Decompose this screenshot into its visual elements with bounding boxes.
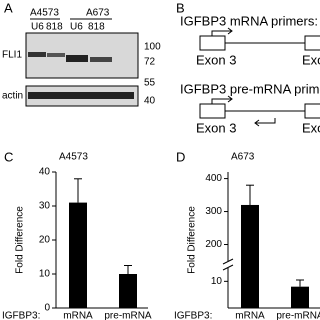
y-tick-label: 30 — [39, 201, 51, 212]
y-tick-label: 300 — [205, 206, 222, 217]
axis-break — [222, 258, 234, 271]
band — [66, 55, 88, 62]
y-axis-label: Fold Difference — [15, 206, 26, 274]
diagram-title: IGFBP3 pre-mRNA primers — [180, 81, 320, 96]
band — [28, 92, 134, 99]
x-prefix: IGFBP3: — [174, 311, 212, 320]
row-label: actin — [2, 91, 23, 102]
panel-label: C — [4, 149, 13, 164]
panel-label: D — [176, 149, 185, 164]
primer-arrow — [254, 118, 276, 127]
marker: 55 — [144, 78, 156, 89]
diagram-title: IGFBP3 mRNA primers: — [180, 13, 318, 28]
x-tick-label: mRNA — [235, 311, 265, 320]
cell-line: A673 — [86, 8, 110, 19]
y-tick-label: 0 — [44, 303, 50, 314]
bar — [119, 274, 137, 308]
exon — [304, 35, 320, 51]
bar — [291, 286, 309, 308]
x-tick-label: pre-mRNA — [104, 311, 152, 320]
exon-label: Exon 3 — [196, 120, 236, 135]
marker: 40 — [144, 96, 156, 107]
exon-label: Exon 3 — [196, 52, 236, 67]
lane-label: U6 — [70, 22, 83, 33]
band — [47, 53, 65, 57]
exon-label: Exo — [302, 120, 320, 135]
exon — [199, 103, 226, 119]
cell-line: A4573 — [30, 8, 59, 19]
x-tick-label: mRNA — [63, 311, 93, 320]
lane-label: 818 — [88, 22, 105, 33]
y-tick-label: 10 — [211, 276, 223, 287]
row-label: FLI1 — [2, 50, 22, 61]
band — [90, 57, 112, 62]
marker: 72 — [144, 57, 156, 68]
chart-title: A673 — [231, 152, 255, 163]
primer-arrow — [211, 27, 233, 36]
x-tick-label: pre-mRNA — [276, 311, 320, 320]
band — [28, 52, 46, 57]
panel-label: B — [176, 0, 185, 15]
y-tick-label: 20 — [39, 235, 51, 246]
y-tick-label: 40 — [39, 167, 51, 178]
y-tick-label: 200 — [205, 239, 222, 250]
exon-label: Exo — [302, 52, 320, 67]
bar — [241, 204, 259, 308]
primer-arrow — [211, 95, 233, 104]
x-prefix: IGFBP3: — [2, 311, 40, 320]
y-tick-label: 10 — [39, 269, 51, 280]
chart-title: A4573 — [59, 152, 88, 163]
bar — [69, 202, 87, 308]
marker: 100 — [144, 42, 161, 53]
exon — [199, 35, 226, 51]
lane-label: 818 — [46, 22, 63, 33]
lane-label: U6 — [31, 22, 44, 33]
panel-label: A — [4, 0, 13, 15]
exon — [304, 103, 320, 119]
y-axis-label: Fold Difference — [187, 206, 198, 274]
y-tick-label: 400 — [205, 173, 222, 184]
